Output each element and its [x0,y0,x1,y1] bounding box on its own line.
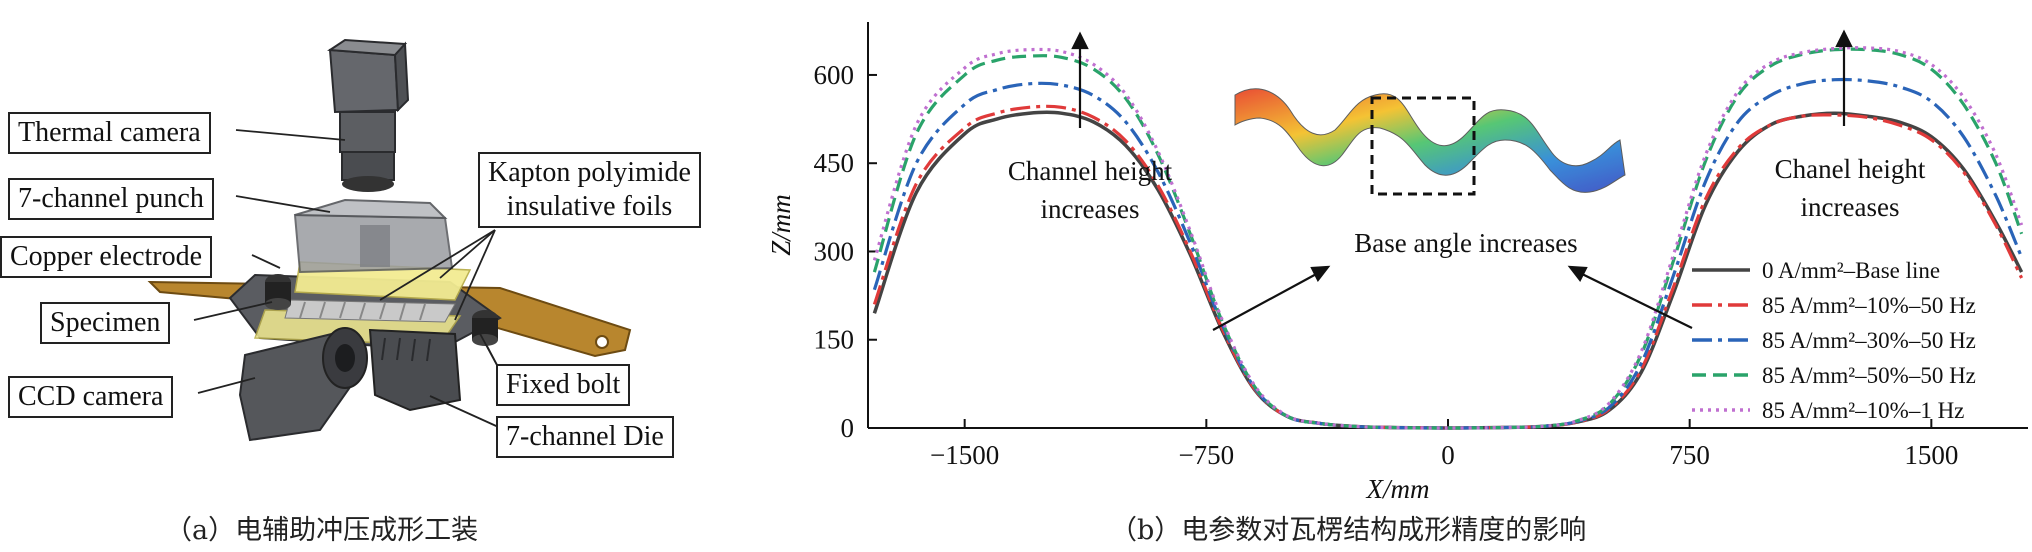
fixed-bolt-right [472,310,498,346]
chart-axes: 0 150 300 450 600 −1500 −750 0 750 1500 X/mm Z/mm [766,22,2028,500]
legend-label-4: 85 A/mm²–10%–1 Hz [1762,398,1964,423]
x-axis-label: X/mm [1366,474,1430,500]
y-tick-label: 150 [814,325,855,355]
label-punch: 7-channel punch [8,178,214,220]
annotation-right-height-1: Chanel height [1775,154,1926,184]
leader-lines [193,129,506,431]
surface-inset [1234,88,1626,196]
legend-label-3: 85 A/mm²–50%–50 Hz [1762,363,1976,388]
arrow-base-angle-right [1577,271,1693,329]
arrow-left-height-head [1071,31,1089,50]
label-thermal-camera: Thermal camera [8,112,211,154]
annotation-base-angle: Base angle increases [1354,228,1577,258]
label-copper-electrode: Copper electrode [0,236,213,278]
x-tick-label: 0 [1441,440,1455,470]
legend-label-1: 85 A/mm²–10%–50 Hz [1762,293,1976,318]
x-tick-label: 750 [1669,440,1710,470]
specimen-channels [299,301,426,321]
arrow-base-angle-right-head [1567,265,1588,283]
inset-highlight-box [1370,96,1476,196]
label-kapton-line2: insulative foils [506,191,673,222]
chart-legend: 0 A/mm²–Base line 85 A/mm²–10%–50 Hz 85 A/… [1692,258,1976,423]
panel-a-apparatus: Thermal camera 7-channel punch Copper el… [0,0,760,552]
legend-label-0: 0 A/mm²–Base line [1762,258,1940,283]
die-grooves [381,337,431,362]
thermal-camera-body [327,38,410,192]
label-kapton-foils: Kapton polyimide insulative foils [478,152,701,228]
x-tick-label: −1500 [930,440,999,470]
chart-series [872,46,2024,430]
annotation-left-height-2: increases [1041,194,1140,224]
x-tick-label: 1500 [1904,440,1958,470]
profile-chart: 0 150 300 450 600 −1500 −750 0 750 1500 X/mm Z/mm [766,22,2028,500]
fixed-bolt-left [265,274,291,310]
y-tick-label: 450 [814,148,855,178]
y-tick-label: 0 [841,413,855,443]
ccd-camera-body [238,327,368,442]
y-tick-label: 600 [814,60,855,90]
series-line-4 [872,46,2024,430]
apparatus-illustration [147,38,632,442]
arrow-base-angle-left-head [1310,265,1331,283]
label-die: 7-channel Die [496,416,674,458]
surface-corrugation [1234,88,1626,193]
caption-a: （a）电辅助冲压成形工装 [165,515,479,546]
arrow-base-angle-left [1212,271,1321,331]
caption-b: （b）电参数对瓦楞结构成形精度的影响 [1110,515,1587,546]
label-fixed-bolt: Fixed bolt [496,364,631,406]
punch-slot [360,225,390,267]
punch-top [294,198,448,220]
x-tick-label: −750 [1178,440,1234,470]
die-body [368,328,462,412]
label-kapton-line1: Kapton polyimide [488,157,691,188]
annotation-arrows [1071,29,1853,331]
annotation-right-height-2: increases [1801,192,1900,222]
label-ccd-camera: CCD camera [8,376,174,418]
arrow-right-height-head [1835,29,1853,48]
label-specimen: Specimen [40,302,171,344]
electrode-hole [595,335,609,349]
panel-b-chart: 0 150 300 450 600 −1500 −750 0 750 1500 X/mm Z/mm [760,0,2032,552]
legend-label-2: 85 A/mm²–30%–50 Hz [1762,328,1976,353]
y-axis-label: Z/mm [766,194,796,256]
y-tick-label: 300 [814,236,855,266]
specimen-sheet [284,299,456,323]
annotation-left-height-1: Channel height [1008,156,1173,186]
